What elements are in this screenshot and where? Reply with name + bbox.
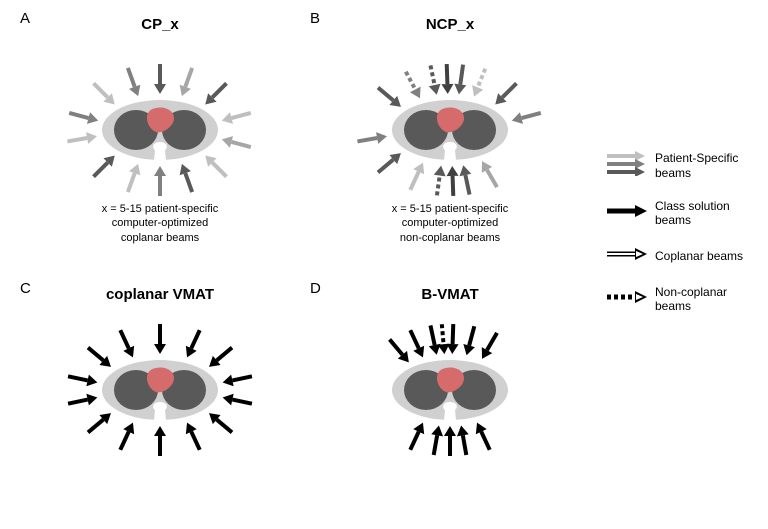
torso-icon bbox=[392, 360, 508, 420]
beam-arrow-icon bbox=[68, 375, 97, 387]
beam-arrow-icon bbox=[205, 155, 226, 176]
beam-arrow-icon bbox=[378, 153, 401, 172]
beam-arrow-icon bbox=[67, 132, 97, 144]
beam-arrow-icon bbox=[186, 330, 200, 357]
beam-arrow-icon bbox=[120, 423, 134, 450]
beam-arrow-icon bbox=[186, 423, 200, 450]
beam-arrow-icon bbox=[223, 375, 252, 387]
beam-arrow-icon bbox=[476, 423, 490, 450]
beam-arrow-icon bbox=[444, 426, 456, 456]
panel-A: A CP_x bbox=[20, 10, 300, 260]
beam-arrow-icon bbox=[94, 155, 115, 176]
legend-text: Class solutionbeams bbox=[655, 199, 730, 228]
beam-arrow-icon bbox=[378, 88, 401, 107]
beam-arrow-icon bbox=[154, 166, 166, 196]
beam-arrow-icon bbox=[128, 68, 140, 96]
beam-arrow-icon bbox=[410, 163, 424, 190]
beam-arrow-icon bbox=[482, 161, 497, 187]
beam-arrow-icon bbox=[154, 324, 166, 354]
beam-arrow-icon bbox=[222, 112, 251, 124]
beam-arrow-icon bbox=[434, 166, 446, 196]
beam-arrow-icon bbox=[406, 72, 421, 98]
beam-arrow-icon bbox=[154, 64, 166, 94]
beam-arrow-icon bbox=[390, 339, 409, 362]
panel-B: B NCP_x bbox=[310, 10, 590, 260]
beam-arrow-icon bbox=[457, 425, 469, 455]
beam-arrow-icon bbox=[69, 112, 98, 124]
beam-arrow-icon bbox=[410, 423, 424, 450]
panel-C: C coplanar VMAT bbox=[20, 280, 300, 510]
beam-arrow-icon bbox=[454, 65, 466, 95]
legend-text: Non-coplanarbeams bbox=[655, 285, 727, 314]
beam-arrow-icon bbox=[431, 425, 443, 455]
legend-item-coplanar: Coplanar beams bbox=[605, 246, 760, 267]
legend-icon-class-solution bbox=[605, 203, 655, 224]
beam-arrow-icon bbox=[209, 348, 232, 367]
beam-arrow-icon bbox=[512, 112, 541, 124]
beam-arrow-icon bbox=[410, 330, 424, 357]
legend-text: Patient-Specificbeams bbox=[655, 151, 738, 180]
beam-arrow-icon bbox=[438, 324, 450, 354]
beam-arrow-icon bbox=[463, 326, 475, 355]
beam-arrow-icon bbox=[441, 64, 453, 94]
beam-arrow-icon bbox=[429, 65, 441, 94]
beam-arrow-icon bbox=[447, 166, 459, 196]
beam-arrow-icon bbox=[472, 69, 485, 97]
legend-item-patient-specific: Patient-Specificbeams bbox=[605, 150, 760, 181]
beam-arrow-icon bbox=[357, 132, 387, 144]
beam-arrow-icon bbox=[154, 426, 166, 456]
beam-arrow-icon bbox=[180, 164, 192, 192]
beam-arrow-icon bbox=[88, 413, 111, 432]
beam-arrow-icon bbox=[120, 330, 134, 357]
beam-arrow-icon bbox=[209, 413, 232, 432]
legend: Patient-Specificbeams Class solutionbeam… bbox=[605, 150, 760, 332]
beam-arrow-icon bbox=[180, 68, 192, 96]
panel-caption: x = 5-15 patient-specificcomputer-optimi… bbox=[20, 202, 300, 245]
legend-item-noncoplanar: Non-coplanarbeams bbox=[605, 285, 760, 314]
torso-icon bbox=[102, 100, 218, 160]
torso-icon bbox=[392, 100, 508, 160]
torso-icon bbox=[102, 360, 218, 420]
legend-icon-noncoplanar bbox=[605, 289, 655, 310]
legend-item-class-solution: Class solutionbeams bbox=[605, 199, 760, 228]
panel-D: D B-VMAT bbox=[310, 280, 590, 510]
beam-arrow-icon bbox=[222, 136, 251, 148]
beam-arrow-icon bbox=[495, 83, 516, 104]
legend-text: Coplanar beams bbox=[655, 249, 743, 263]
beam-arrow-icon bbox=[94, 83, 115, 104]
beam-arrow-icon bbox=[460, 165, 472, 194]
legend-icon-patient-specific bbox=[605, 150, 655, 181]
beam-arrow-icon bbox=[205, 83, 226, 104]
beam-arrow-icon bbox=[482, 333, 497, 359]
beam-arrow-icon bbox=[88, 348, 111, 367]
beam-arrow-icon bbox=[447, 324, 459, 354]
beam-arrow-icon bbox=[68, 394, 97, 406]
beam-arrow-icon bbox=[223, 394, 252, 406]
beam-arrow-icon bbox=[429, 325, 441, 354]
beam-arrow-icon bbox=[128, 164, 140, 192]
legend-icon-coplanar bbox=[605, 246, 655, 267]
panel-caption: x = 5-15 patient-specificcomputer-optimi… bbox=[310, 202, 590, 245]
